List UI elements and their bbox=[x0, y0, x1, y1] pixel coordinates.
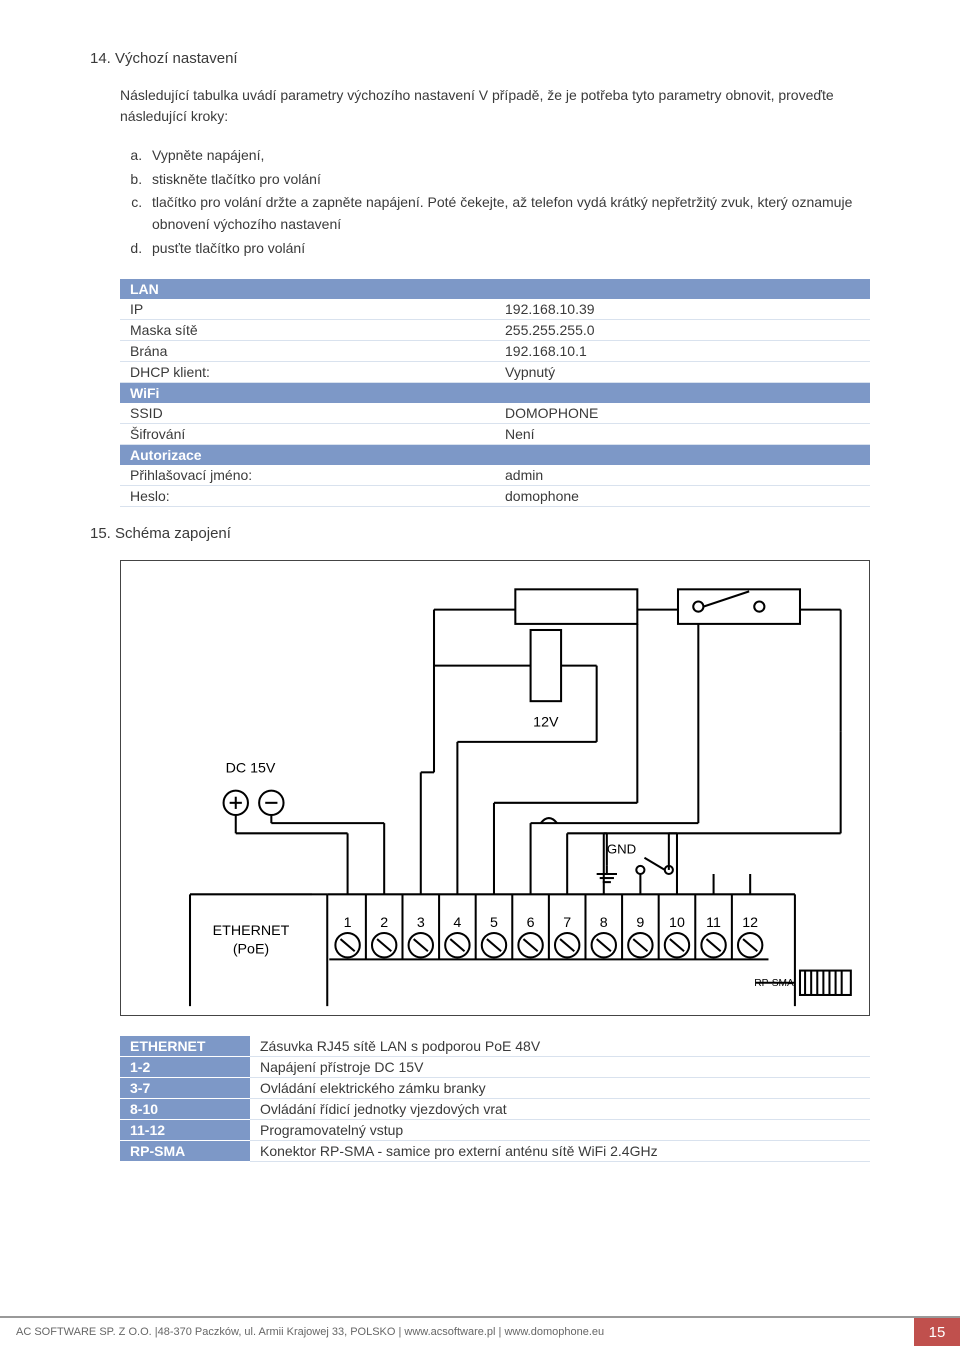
settings-key: DHCP klient: bbox=[120, 362, 495, 383]
legend-val: Programovatelný vstup bbox=[250, 1119, 870, 1140]
svg-text:5: 5 bbox=[490, 915, 498, 931]
settings-key: Přihlašovací jméno: bbox=[120, 465, 495, 486]
settings-table: LAN IP192.168.10.39 Maska sítě255.255.25… bbox=[120, 279, 870, 507]
section14-intro: Následující tabulka uvádí parametry vých… bbox=[120, 85, 870, 127]
section14-title: 14. Výchozí nastavení bbox=[90, 50, 870, 67]
legend-key: 11-12 bbox=[120, 1119, 250, 1140]
page-footer: AC SOFTWARE SP. Z O.O. |48-370 Paczków, … bbox=[0, 1316, 960, 1346]
step: stiskněte tlačítko pro volání bbox=[146, 169, 870, 191]
step: tlačítko pro volání držte a zapněte napá… bbox=[146, 192, 870, 235]
svg-text:3: 3 bbox=[417, 915, 425, 931]
wiring-diagram: ETHERNET(PoE)123456789101112DC 15V12VGND… bbox=[120, 560, 870, 1015]
legend-key: RP-SMA bbox=[120, 1140, 250, 1161]
settings-header-wifi: WiFi bbox=[120, 383, 870, 404]
svg-text:10: 10 bbox=[669, 915, 685, 931]
settings-val: 192.168.10.1 bbox=[495, 341, 870, 362]
legend-key: 3-7 bbox=[120, 1077, 250, 1098]
settings-key: Heslo: bbox=[120, 486, 495, 507]
section14-steps: Vypněte napájení, stiskněte tlačítko pro… bbox=[120, 145, 870, 259]
legend-val: Ovládání elektrického zámku branky bbox=[250, 1077, 870, 1098]
section15-title: 15. Schéma zapojení bbox=[90, 525, 870, 542]
svg-text:12: 12 bbox=[742, 915, 758, 931]
legend-table: ETHERNETZásuvka RJ45 sítě LAN s podporou… bbox=[120, 1036, 870, 1162]
settings-val: admin bbox=[495, 465, 870, 486]
svg-text:GND: GND bbox=[607, 842, 636, 857]
svg-text:8: 8 bbox=[600, 915, 608, 931]
legend-val: Napájení přístroje DC 15V bbox=[250, 1056, 870, 1077]
settings-key: Maska sítě bbox=[120, 320, 495, 341]
settings-header-auth: Autorizace bbox=[120, 445, 870, 466]
footer-text: AC SOFTWARE SP. Z O.O. |48-370 Paczków, … bbox=[0, 1326, 914, 1338]
settings-key: Šifrování bbox=[120, 424, 495, 445]
settings-val: domophone bbox=[495, 486, 870, 507]
settings-key: IP bbox=[120, 299, 495, 320]
step: pusťte tlačítko pro volání bbox=[146, 238, 870, 260]
svg-text:1: 1 bbox=[344, 915, 352, 931]
page-number: 15 bbox=[914, 1318, 960, 1346]
svg-text:ETHERNET: ETHERNET bbox=[213, 923, 290, 939]
settings-key: SSID bbox=[120, 403, 495, 424]
step: Vypněte napájení, bbox=[146, 145, 870, 167]
svg-text:2: 2 bbox=[380, 915, 388, 931]
settings-val: 255.255.255.0 bbox=[495, 320, 870, 341]
legend-val: Konektor RP-SMA - samice pro externí ant… bbox=[250, 1140, 870, 1161]
svg-text:9: 9 bbox=[636, 915, 644, 931]
svg-text:4: 4 bbox=[453, 915, 461, 931]
legend-val: Ovládání řídicí jednotky vjezdových vrat bbox=[250, 1098, 870, 1119]
svg-text:DC 15V: DC 15V bbox=[226, 761, 276, 777]
settings-val: DOMOPHONE bbox=[495, 403, 870, 424]
svg-text:11: 11 bbox=[706, 915, 721, 931]
settings-key: Brána bbox=[120, 341, 495, 362]
legend-key: 8-10 bbox=[120, 1098, 250, 1119]
settings-val: 192.168.10.39 bbox=[495, 299, 870, 320]
svg-text:6: 6 bbox=[527, 915, 535, 931]
svg-text:12V: 12V bbox=[533, 715, 559, 731]
svg-text:(PoE): (PoE) bbox=[233, 942, 269, 958]
svg-text:7: 7 bbox=[563, 915, 571, 931]
settings-header-lan: LAN bbox=[120, 279, 870, 299]
settings-val: Není bbox=[495, 424, 870, 445]
legend-key: ETHERNET bbox=[120, 1036, 250, 1057]
legend-val: Zásuvka RJ45 sítě LAN s podporou PoE 48V bbox=[250, 1036, 870, 1057]
legend-key: 1-2 bbox=[120, 1056, 250, 1077]
settings-val: Vypnutý bbox=[495, 362, 870, 383]
